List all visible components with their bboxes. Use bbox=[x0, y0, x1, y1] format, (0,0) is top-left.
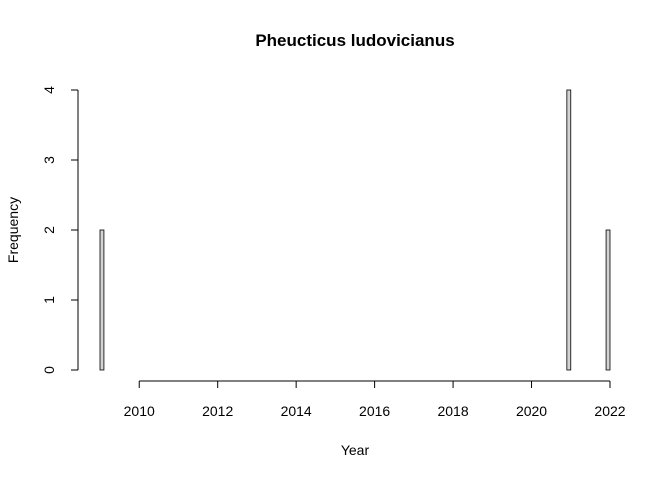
y-tick-label: 2 bbox=[41, 226, 57, 234]
histogram-bar bbox=[605, 229, 611, 371]
x-tick-label: 2022 bbox=[594, 403, 625, 419]
y-axis: 0 1 2 3 4 bbox=[41, 86, 79, 374]
x-tick-label: 2020 bbox=[516, 403, 547, 419]
x-axis-label: Year bbox=[341, 442, 370, 458]
histogram-bar bbox=[99, 229, 105, 371]
x-tick-label: 2010 bbox=[124, 403, 155, 419]
y-tick-label: 1 bbox=[41, 296, 57, 304]
chart-title: Pheucticus ludovicianus bbox=[255, 31, 454, 50]
x-tick-label: 2012 bbox=[202, 403, 233, 419]
x-tick-label: 2014 bbox=[281, 403, 312, 419]
y-tick-label: 0 bbox=[41, 366, 57, 374]
y-tick-label: 3 bbox=[41, 156, 57, 164]
x-axis: 2010 2012 2014 2016 2018 2020 2022 bbox=[124, 380, 626, 419]
bars-group bbox=[99, 89, 611, 371]
y-tick-label: 4 bbox=[41, 86, 57, 94]
x-tick-label: 2018 bbox=[437, 403, 468, 419]
x-tick-label: 2016 bbox=[359, 403, 390, 419]
y-axis-label: Frequency bbox=[5, 197, 21, 263]
histogram-bar bbox=[566, 89, 572, 371]
